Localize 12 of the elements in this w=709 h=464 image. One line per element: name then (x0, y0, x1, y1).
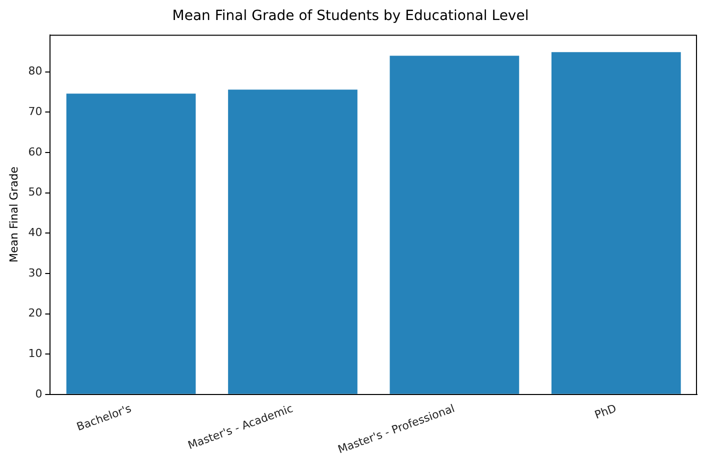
y-tick-label: 30 (28, 266, 42, 280)
y-tick-label: 60 (28, 145, 42, 158)
y-axis-title: Mean Final Grade (7, 166, 20, 263)
y-tick-label: 20 (28, 306, 42, 320)
y-tick-label: 10 (28, 346, 42, 360)
y-tick-label: 0 (35, 387, 42, 400)
y-tick-label: 50 (28, 186, 42, 199)
chart-title: Mean Final Grade of Students by Educational Level (172, 8, 529, 24)
y-tick-label: 70 (28, 105, 42, 118)
y-tick-label: 80 (28, 64, 42, 78)
y-tick-label: 40 (28, 226, 42, 239)
x-tick-label: PhD (592, 402, 618, 422)
